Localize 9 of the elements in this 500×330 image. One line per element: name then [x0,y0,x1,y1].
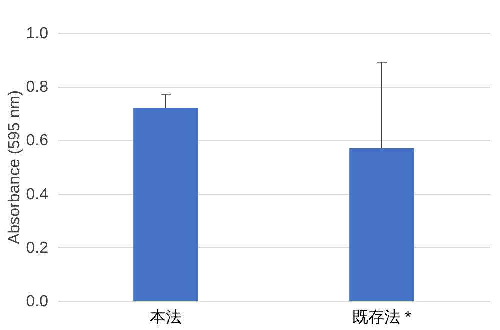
y-tick-label: 1.0 [26,26,49,42]
y-axis-title: Absorbance (595 nm) [6,90,24,244]
y-tick-label: 0.0 [26,294,49,310]
x-tick-label: 既存法 * [352,308,412,326]
y-tick-label: 0.8 [26,79,49,96]
y-tick-label: 0.2 [26,240,49,257]
x-tick-label: 本法 [150,308,182,326]
y-tick-label: 0.4 [26,186,49,204]
y-tick-label: 0.6 [26,132,49,150]
